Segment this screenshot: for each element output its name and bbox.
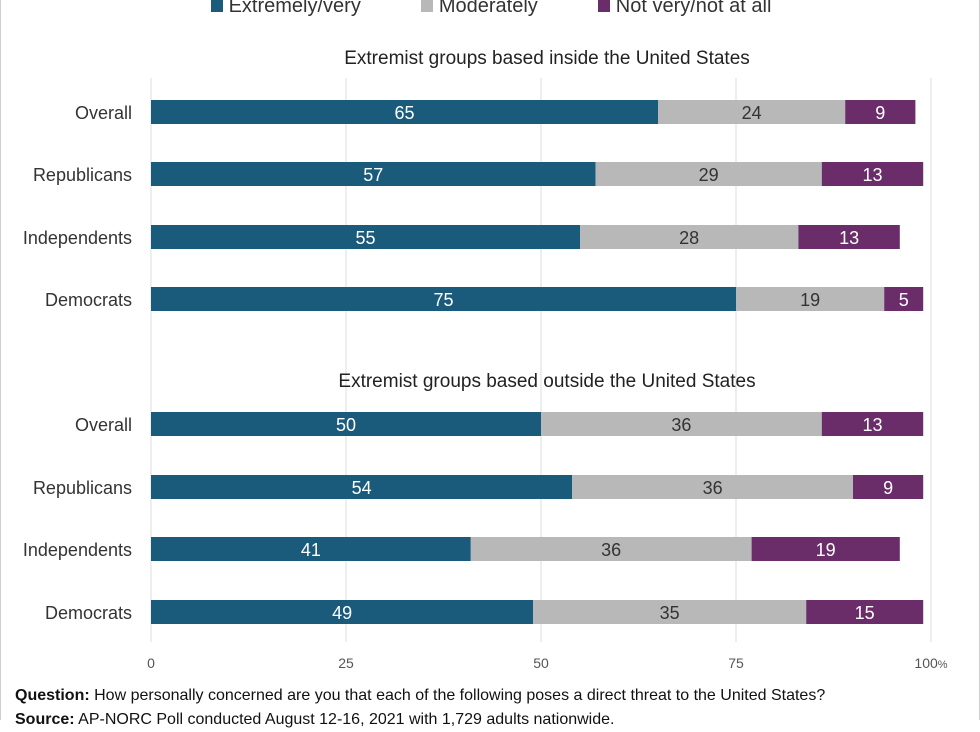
stacked-bar-chart: 0 25 50 75 100% Extremist groups based inside… <box>23 48 948 671</box>
category-label-republicans: Republicans <box>33 165 132 185</box>
data-label: 36 <box>601 540 621 560</box>
category-label-overall: Overall <box>75 415 132 435</box>
data-label: 57 <box>363 165 383 185</box>
question-label: Question: <box>15 687 90 704</box>
bar-segment-2 <box>595 162 822 186</box>
data-label: 13 <box>862 415 882 435</box>
bar-segment-2 <box>572 475 853 499</box>
data-label: 36 <box>671 415 691 435</box>
bar-segment-1 <box>151 100 658 124</box>
bar-segment-2 <box>580 225 799 249</box>
x-tick-label-75: 75 <box>728 655 744 671</box>
data-label: 65 <box>394 103 414 123</box>
data-label: 13 <box>839 228 859 248</box>
x-tick-label-25: 25 <box>338 655 354 671</box>
data-label: 28 <box>679 228 699 248</box>
bar-segment-3 <box>806 600 924 624</box>
legend-label-not-very: Not very/not at all <box>615 0 772 17</box>
bar-segment-2 <box>470 537 752 561</box>
panel-title-1: Extremist groups based inside the United… <box>344 48 750 69</box>
bar-segment-1 <box>151 162 596 186</box>
data-label: 55 <box>355 228 375 248</box>
bar-segment-3 <box>798 225 900 249</box>
bar-segment-2 <box>658 100 846 124</box>
category-label-democrats: Democrats <box>45 603 132 623</box>
category-label-democrats: Democrats <box>45 290 132 310</box>
legend-item-extremely-very: Extremely/very <box>210 0 361 18</box>
bar-segment-1 <box>151 475 573 499</box>
category-label-republicans: Republicans <box>33 478 132 498</box>
chart-footer: Question: How personally concerned are y… <box>15 684 975 732</box>
data-label: 29 <box>699 165 719 185</box>
data-label: 19 <box>816 540 836 560</box>
data-label: 36 <box>703 478 723 498</box>
data-label: 5 <box>899 290 909 310</box>
bar-segment-1 <box>151 412 541 436</box>
data-label: 50 <box>336 415 356 435</box>
legend-label-extremely-very: Extremely/very <box>228 0 361 17</box>
panel-title-2: Extremist groups based outside the Unite… <box>338 371 755 392</box>
data-label: 24 <box>742 103 762 123</box>
bar-segment-3 <box>821 412 924 436</box>
data-label: 49 <box>332 603 352 623</box>
bar-segment-1 <box>151 287 736 311</box>
question-text: How personally concerned are you that ea… <box>94 687 826 704</box>
data-label: 19 <box>800 290 820 310</box>
legend-item-moderately: Moderately <box>420 0 538 18</box>
data-label: 9 <box>883 478 893 498</box>
bar-segment-1 <box>151 600 534 624</box>
bar-segment-3 <box>845 100 916 124</box>
category-label-overall: Overall <box>75 103 132 123</box>
category-label-independents: Independents <box>23 540 132 560</box>
data-label: 75 <box>433 290 453 310</box>
data-label: 15 <box>855 603 875 623</box>
legend-label-moderately: Moderately <box>438 0 538 17</box>
data-label: 41 <box>301 540 321 560</box>
x-tick-label-0: 0 <box>147 655 155 671</box>
legend-swatch-extremely-very <box>210 0 223 12</box>
bar-segment-1 <box>151 225 580 249</box>
x-tick-label-50: 50 <box>533 655 549 671</box>
bar-segment-3 <box>751 537 900 561</box>
data-label: 35 <box>660 603 680 623</box>
source-note: Source: AP-NORC Poll conducted August 12… <box>15 708 975 732</box>
bar-segment-2 <box>541 412 822 436</box>
x-tick-label-100: 100% <box>914 655 947 671</box>
question-note: Question: How personally concerned are y… <box>15 684 975 708</box>
bar-segment-3 <box>853 475 924 499</box>
bar-segment-3 <box>884 287 924 311</box>
category-label-independents: Independents <box>23 228 132 248</box>
legend-swatch-moderately <box>420 0 433 12</box>
legend-item-not-very: Not very/not at all <box>597 0 772 18</box>
data-label: 13 <box>862 165 882 185</box>
bar-segment-3 <box>821 162 924 186</box>
legend-swatch-not-very <box>597 0 610 12</box>
legend: Extremely/very Moderately Not very/not a… <box>1 0 980 18</box>
bar-segment-1 <box>151 537 471 561</box>
bar-segment-2 <box>736 287 885 311</box>
bar-segment-2 <box>533 600 807 624</box>
data-label: 9 <box>875 103 885 123</box>
data-label: 54 <box>352 478 372 498</box>
